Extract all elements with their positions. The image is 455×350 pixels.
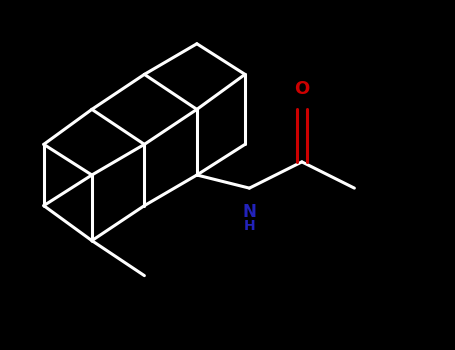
Text: H: H — [243, 219, 255, 233]
Text: N: N — [243, 203, 256, 222]
Text: O: O — [294, 80, 309, 98]
